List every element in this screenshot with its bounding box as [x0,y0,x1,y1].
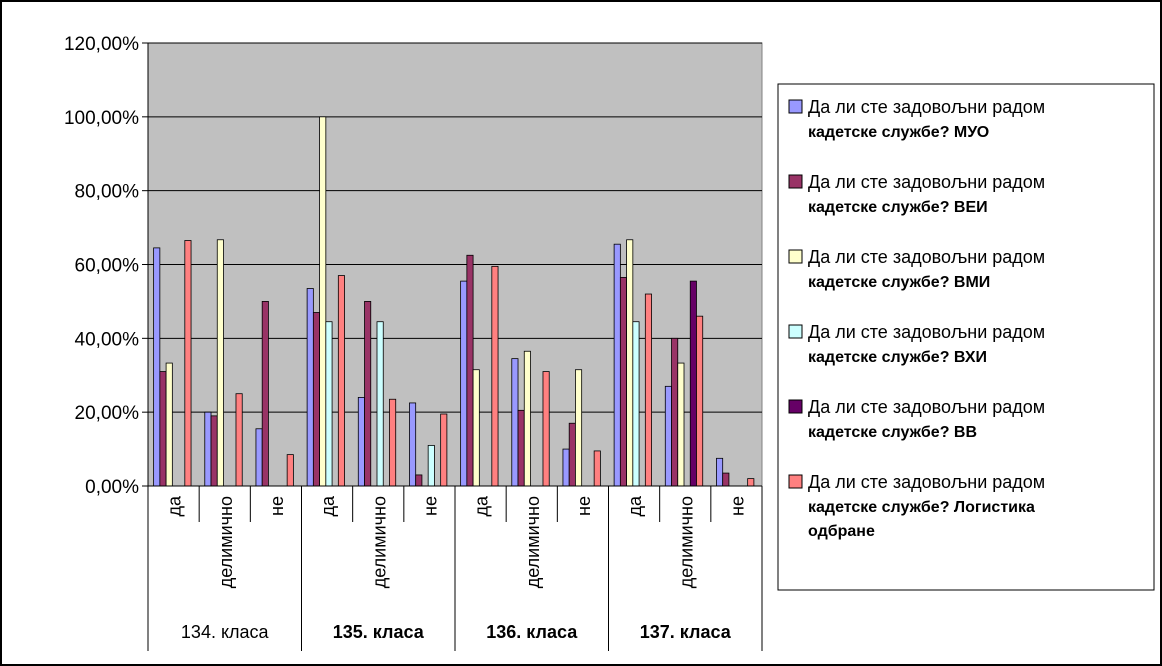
bar [568,422,576,487]
bar [337,275,345,487]
category-label: делимично [523,496,543,588]
bar [357,396,365,487]
bar [409,402,417,487]
bar [440,413,448,487]
legend-label: кадетске службе? ВВ [808,424,977,441]
category-label: да [472,495,492,517]
category-label: не [574,496,594,516]
category-label: да [318,495,338,517]
bar [619,277,627,487]
bar [204,411,212,487]
bar [593,450,601,487]
legend-label: кадетске службе? Логистика [808,499,1035,516]
legend-swatch [788,324,803,339]
bar [696,315,704,487]
category-label: не [727,496,747,516]
x-axis: да делимично не да делимично не да делимично не д… [147,485,763,651]
bar [511,358,519,487]
bar [389,398,397,487]
group-label: 134. класа [181,622,270,642]
bar [722,472,730,487]
bar [415,474,423,487]
legend-swatch [788,399,803,414]
bar [325,321,333,487]
bar [466,254,474,487]
legend-label: кадетске службе? МУО [808,124,989,141]
bar [153,247,161,487]
bar [575,369,583,487]
bar [159,371,167,487]
y-axis: 0,00% 20,00% 40,00% 60,00% 80,00% 100,00% 120,… [64,34,149,498]
y-tick-label: 0,00% [85,477,139,498]
gridlines [148,42,762,487]
bar [523,350,531,487]
bar [210,415,218,487]
bar [165,362,173,487]
bar [306,288,314,487]
legend-swatch [788,99,803,114]
category-label: делимично [369,496,389,588]
bar [235,393,243,487]
bar [255,428,263,487]
y-tick-label: 40,00% [75,329,140,350]
bar [472,369,480,487]
bar [319,116,327,487]
legend-label: Да ли сте задовољни радом [808,397,1045,417]
bar [261,301,269,487]
category-label: не [267,496,287,516]
bar [376,321,384,487]
legend-swatch [788,474,803,489]
bar [664,385,672,487]
legend-label: Да ли сте задовољни радом [808,472,1045,492]
category-label: да [165,495,185,517]
bar [517,409,525,487]
bar [613,243,621,487]
category-label: да [625,495,645,517]
category-label: делимично [216,496,236,588]
bar [716,457,724,487]
y-tick-label: 60,00% [75,256,140,277]
bar [562,448,570,487]
bar [491,265,499,487]
bar [286,454,294,487]
y-tick-label: 100,00% [64,108,139,129]
legend-label: Да ли сте задовољни радом [808,97,1045,117]
category-label: не [420,496,440,516]
group-label: 136. класа [486,622,578,642]
category-label: делимично [676,496,696,588]
legend-label: Да ли сте задовољни радом [808,322,1045,342]
legend-label: Да ли сте задовољни радом [808,247,1045,267]
bar [689,280,697,487]
bar [312,312,320,487]
legend-label: Да ли сте задовољни радом [808,172,1045,192]
group-label: 135. класа [333,622,425,642]
bar [644,293,652,487]
bar [427,444,435,487]
bar [626,239,634,487]
legend-label: одбране [808,523,875,540]
bar [632,321,640,487]
bar [747,478,755,487]
bar [364,301,372,487]
bar [184,240,192,487]
y-tick-label: 20,00% [75,403,140,424]
bar [460,280,468,487]
bar [542,371,550,487]
legend-box [777,83,1155,591]
legend-label: кадетске службе? ВМИ [808,274,990,291]
legend-label: кадетске службе? ВХИ [808,349,987,366]
group-label: 137. класа [640,622,732,642]
bar [677,362,685,487]
bar [216,239,224,487]
y-tick-label: 80,00% [75,182,140,203]
bar [671,337,679,487]
legend-swatch [788,174,803,189]
legend: Да ли сте задовољни радом кадетске службе… [777,83,1155,591]
y-tick-label: 120,00% [64,34,139,55]
legend-label: кадетске службе? ВЕИ [808,199,988,216]
legend-swatch [788,249,803,264]
